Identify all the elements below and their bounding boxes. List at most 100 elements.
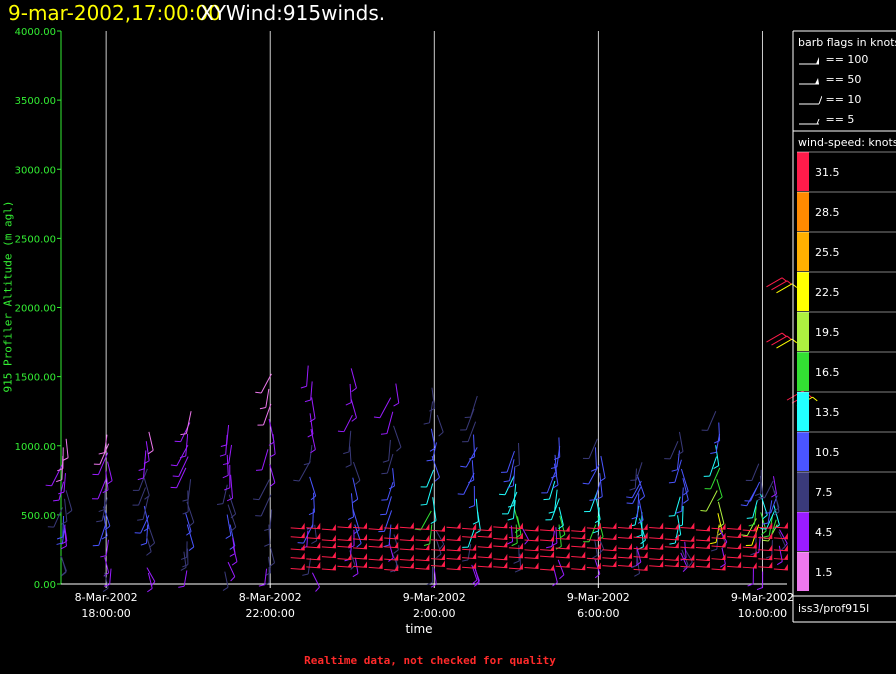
wind-barb <box>227 504 237 528</box>
speed-swatch <box>797 432 809 471</box>
wind-barb-flag <box>559 534 566 539</box>
wind-barb-red-flag <box>316 553 321 560</box>
wind-barb-flag <box>507 517 514 521</box>
wind-barb-red-flag <box>487 541 492 548</box>
wind-barb-flag <box>762 514 768 520</box>
wind-barb <box>767 500 773 524</box>
wind-barb-red-flag <box>752 550 757 557</box>
wind-barb-flag <box>668 481 675 484</box>
wind-barb-flag <box>57 468 64 472</box>
wind-barb <box>386 482 394 500</box>
wind-barb-flag <box>430 520 437 525</box>
wind-barb-red-flag <box>316 532 321 539</box>
wind-barb-red-flag <box>456 534 461 541</box>
wind-barb <box>594 558 601 575</box>
wind-barb-flag <box>381 472 388 475</box>
wind-barb <box>97 452 109 475</box>
wind-barb-flag <box>222 462 229 466</box>
wind-barb-red-flag <box>550 524 555 531</box>
wind-barb <box>710 467 721 490</box>
wind-barb-flag <box>224 487 231 491</box>
wind-barb-red-flag <box>409 534 414 541</box>
wind-barb-red-flag <box>581 532 586 539</box>
wind-barb-red-flag <box>394 554 399 561</box>
wind-barb <box>138 487 146 506</box>
wind-barb <box>635 462 643 481</box>
wind-barb <box>146 536 152 552</box>
wind-barb-flag <box>439 543 445 550</box>
wind-barb-red-flag <box>347 553 352 560</box>
wind-barb-flag <box>149 542 155 548</box>
wind-barb-red-flag <box>581 551 586 558</box>
wind-barb-red-flag <box>394 532 399 539</box>
wind-barb-red-flag <box>425 523 430 530</box>
wind-barb-red-flag <box>768 553 773 560</box>
wind-barb-red-flag <box>674 554 679 561</box>
wind-barb <box>465 447 478 468</box>
speed-swatch <box>797 192 809 231</box>
wind-barb <box>594 481 601 500</box>
wind-barb-flag <box>774 524 780 529</box>
wind-barb-flag <box>746 517 753 519</box>
wind-barb <box>388 524 392 546</box>
wind-barb-red-flag <box>440 525 445 532</box>
wind-barb-flag <box>473 582 480 587</box>
x-tick-date: 9-Mar-2002 <box>403 591 466 604</box>
wind-barb-red-flag <box>347 534 352 541</box>
wind-barb <box>104 557 110 573</box>
wind-barb <box>634 468 637 489</box>
wind-barb-flag <box>429 407 435 412</box>
wind-barb-flag <box>96 520 103 523</box>
wind-barb-red-flag <box>752 524 757 531</box>
wind-barb-flag <box>426 459 433 462</box>
wind-barb-flag <box>634 572 640 577</box>
wind-barb-flag <box>351 387 357 393</box>
wind-barb-red-flag <box>487 551 492 558</box>
wind-barb-flag <box>98 452 105 455</box>
speed-swatch <box>797 312 809 351</box>
wind-barb <box>467 421 477 442</box>
wind-barb-red-flag <box>783 532 788 539</box>
wind-barb-flag <box>380 433 388 435</box>
wind-barb <box>268 418 275 443</box>
wind-barb <box>269 509 273 529</box>
wind-barb-flag <box>552 484 559 489</box>
wind-barb-red-flag <box>643 543 648 550</box>
wind-barb-flag <box>635 561 642 567</box>
wind-barb-flag <box>143 460 150 465</box>
wind-barb-flag <box>269 482 276 487</box>
wind-barb-flag <box>231 561 238 566</box>
wind-barb <box>766 277 783 288</box>
wind-barb <box>632 487 642 504</box>
wind-barb-red-flag <box>487 561 492 568</box>
wind-barb <box>436 414 444 433</box>
wind-barb-flag <box>763 535 770 538</box>
wind-barb-flag <box>269 453 276 458</box>
speed-label: 22.5 <box>815 286 840 299</box>
wind-barb <box>680 552 688 568</box>
header-datetime: 9-mar-2002,17:00:00 <box>8 1 221 25</box>
wind-barb-red-flag <box>659 532 664 539</box>
wind-barb <box>471 564 478 581</box>
wind-barb-red-flag <box>518 542 523 549</box>
wind-barb-red-flag <box>456 553 461 560</box>
wind-barb-flag <box>713 440 720 444</box>
wind-barb-flag <box>550 466 558 469</box>
wind-barb-flag <box>682 567 688 572</box>
wind-barb-flag <box>640 539 646 545</box>
wind-barb <box>183 570 188 587</box>
wind-barb-flag <box>756 587 763 591</box>
wind-barb-red-flag <box>659 522 664 529</box>
wind-barb-red-flag <box>331 564 336 571</box>
wind-barb-flag <box>468 456 475 460</box>
speed-label: 28.5 <box>815 206 840 219</box>
wind-barb-red-flag <box>628 532 633 539</box>
speed-swatch <box>797 272 809 311</box>
wind-barb <box>467 544 472 561</box>
wind-barb-red-flag <box>347 541 352 548</box>
wind-barb <box>138 468 148 491</box>
wind-barb <box>760 469 762 494</box>
wind-barb-red-flag <box>550 551 555 558</box>
wind-barb <box>64 525 68 542</box>
wind-barb-red-flag <box>550 544 555 551</box>
